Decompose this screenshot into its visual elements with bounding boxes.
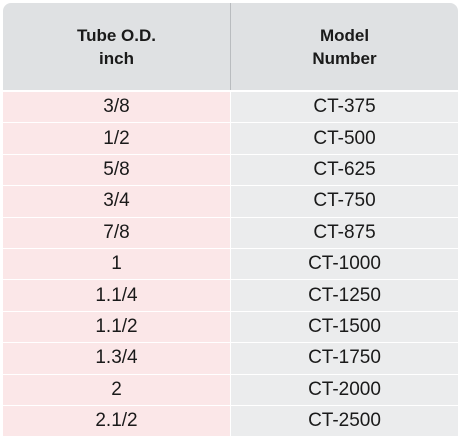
tube-od-cell: 3/4 <box>3 186 231 217</box>
model-number-cell: CT-1500 <box>231 311 458 343</box>
table-row: 1/2 CT-500 <box>3 123 458 155</box>
model-table: Tube O.D. inch Model Number 3/8 CT-375 1… <box>3 3 458 445</box>
model-number-cell: CT-875 <box>231 217 458 248</box>
table-row: 1.1/4 CT-1250 <box>3 280 458 312</box>
tube-od-cell: 7/8 <box>3 217 231 248</box>
model-number-cell: CT-750 <box>231 186 458 217</box>
tube-od-cell: 1.1/4 <box>3 280 231 311</box>
table-body: 3/8 CT-375 1/2 CT-500 5/8 CT-625 3/4 CT-… <box>3 92 458 437</box>
header-tube-od: Tube O.D. inch <box>3 3 231 90</box>
table-row: 2.1/2 CT-2500 <box>3 405 458 437</box>
model-number-cell: CT-375 <box>231 92 458 123</box>
model-number-cell: CT-1000 <box>231 248 458 280</box>
table-row: 1 CT-1000 <box>3 248 458 281</box>
header-model-number: Model Number <box>231 3 458 90</box>
table-row: 3/8 CT-375 <box>3 92 458 124</box>
tube-od-cell: 3/8 <box>3 92 231 123</box>
table-row: 7/8 CT-875 <box>3 217 458 249</box>
tube-od-cell: 1.1/2 <box>3 311 231 343</box>
table-row: 1.1/2 CT-1500 <box>3 311 458 344</box>
tube-od-cell: 1/2 <box>3 123 231 154</box>
model-number-cell: CT-2500 <box>231 405 458 437</box>
table-header: Tube O.D. inch Model Number <box>3 3 458 92</box>
table-row: 5/8 CT-625 <box>3 154 458 187</box>
model-number-cell: CT-625 <box>231 154 458 186</box>
table-row: 2 CT-2000 <box>3 374 458 406</box>
model-number-cell: CT-2000 <box>231 374 458 405</box>
header-model-number-label: Model Number <box>312 25 377 68</box>
table-row: 3/4 CT-750 <box>3 186 458 218</box>
tube-od-cell: 1.3/4 <box>3 343 231 374</box>
table-row: 1.3/4 CT-1750 <box>3 343 458 375</box>
header-tube-od-label: Tube O.D. inch <box>76 25 156 68</box>
model-number-cell: CT-1750 <box>231 343 458 374</box>
tube-od-cell: 2 <box>3 374 231 405</box>
model-number-cell: CT-500 <box>231 123 458 154</box>
model-number-cell: CT-1250 <box>231 280 458 311</box>
tube-od-cell: 5/8 <box>3 154 231 186</box>
tube-od-cell: 1 <box>3 248 231 280</box>
tube-od-cell: 2.1/2 <box>3 405 231 437</box>
